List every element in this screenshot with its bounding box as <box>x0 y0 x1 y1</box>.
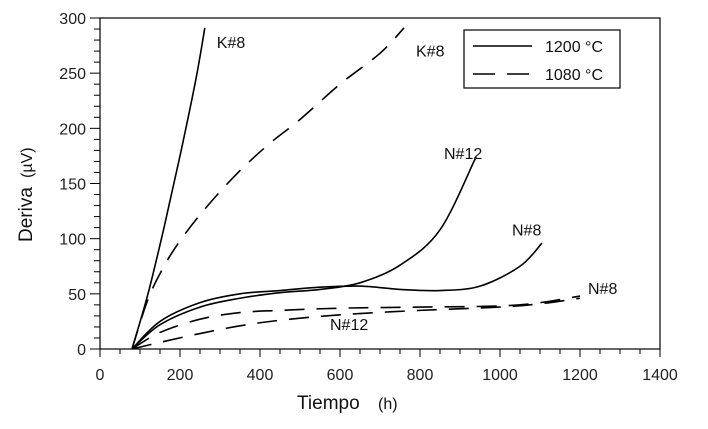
y-tick-label: 150 <box>59 177 86 194</box>
legend: 1200 °C 1080 °C <box>463 29 621 89</box>
series-K8-1080 <box>131 27 405 350</box>
y-tick-label: 100 <box>59 232 86 249</box>
annotations: K#8 K#8 N#12 N#8 N#8 N#12 <box>217 35 618 334</box>
x-axis-unit: (h) <box>378 396 398 413</box>
y-tick-label: 300 <box>59 11 86 28</box>
series-annotation: K#8 <box>416 44 445 61</box>
x-tick-label: 1200 <box>562 367 598 384</box>
legend-label-1200: 1200 °C <box>545 39 603 56</box>
series-lines <box>131 27 581 350</box>
y-axis-unit: (µV) <box>19 147 36 178</box>
x-tick-label: 1000 <box>482 367 518 384</box>
ticks: 0 200 400 600 800 1000 1200 1400 0 50 100 150 200 250… <box>59 11 678 384</box>
series-N8-1200 <box>131 242 543 350</box>
legend-label-1080: 1080 °C <box>545 67 603 84</box>
y-tick-label: 0 <box>77 342 86 359</box>
y-axis-title: Deriva <box>16 187 37 242</box>
x-tick-label: 400 <box>247 367 274 384</box>
series-N12-1200 <box>131 156 477 350</box>
x-tick-label: 1400 <box>642 367 678 384</box>
series-N12-1080 <box>131 297 581 350</box>
series-annotation: N#12 <box>330 317 368 334</box>
series-annotation: N#8 <box>512 222 541 239</box>
y-tick-label: 250 <box>59 66 86 83</box>
x-axis-title: Tiempo <box>297 393 360 414</box>
series-N8-1080 <box>131 295 581 350</box>
series-annotation: N#12 <box>444 146 482 163</box>
legend-box <box>463 29 621 89</box>
x-tick-label: 800 <box>407 367 434 384</box>
series-K8-1200 <box>131 27 206 350</box>
y-tick-label: 200 <box>59 121 86 138</box>
x-tick-label: 200 <box>167 367 194 384</box>
x-tick-label: 0 <box>96 367 105 384</box>
series-annotation: K#8 <box>217 35 246 52</box>
x-tick-label: 600 <box>327 367 354 384</box>
series-annotation: N#8 <box>588 281 617 298</box>
y-tick-label: 50 <box>68 287 86 304</box>
